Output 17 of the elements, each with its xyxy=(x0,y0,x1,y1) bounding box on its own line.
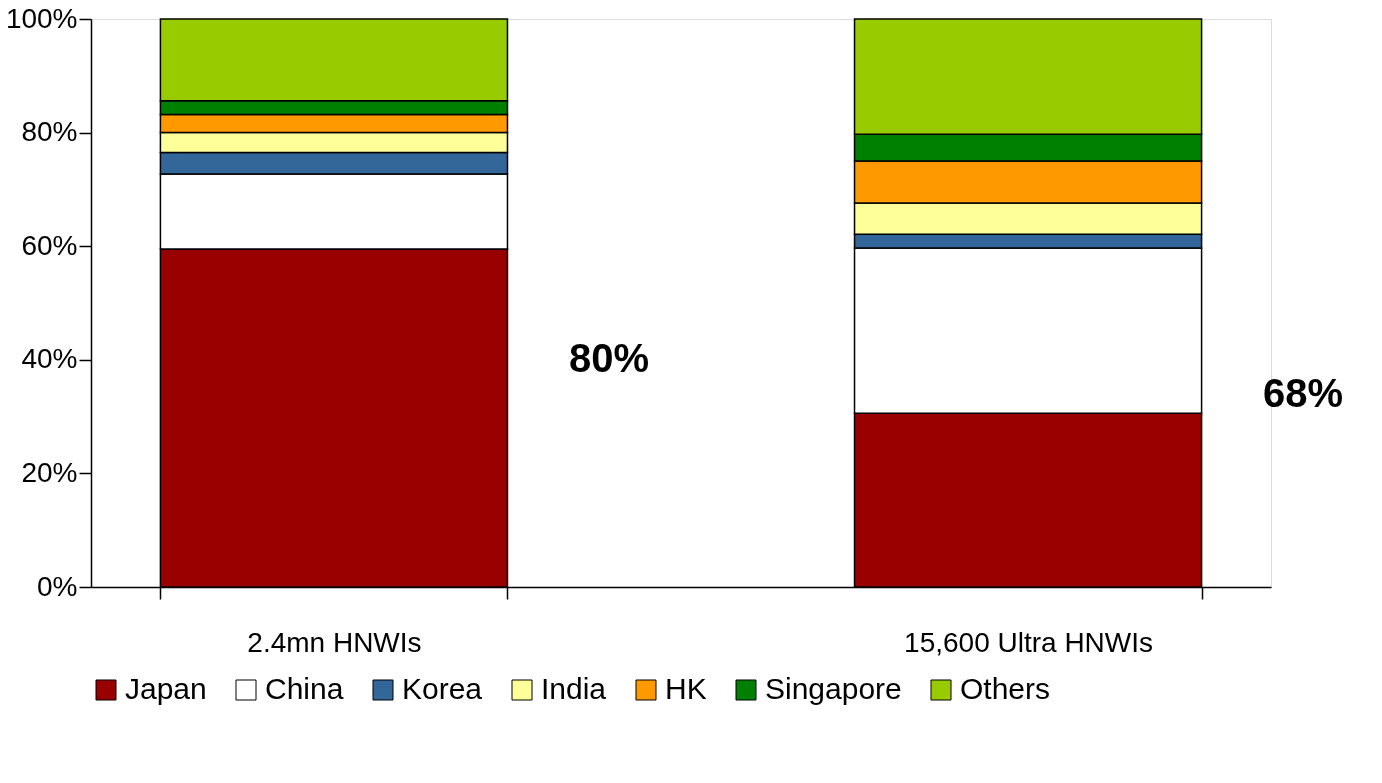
y-tick-label: 100% xyxy=(5,2,78,34)
legend-label: India xyxy=(541,672,607,705)
legend-label: Korea xyxy=(402,672,483,705)
annotation: 80% xyxy=(568,335,649,380)
y-tick-label: 0% xyxy=(37,570,78,602)
legend-label: HK xyxy=(665,672,707,705)
x-tick-label: 15,600 Ultra HNWIs xyxy=(904,626,1154,658)
legend-label: Others xyxy=(960,672,1051,705)
y-tick-label: 40% xyxy=(21,343,78,375)
x-tick-label: 2.4mn HNWIs xyxy=(247,626,422,658)
legend-label: Singapore xyxy=(765,672,902,705)
legend-label: Japan xyxy=(125,672,207,705)
y-tick-label: 80% xyxy=(21,116,78,148)
y-tick-label: 60% xyxy=(21,229,78,261)
legend-label: China xyxy=(265,672,344,705)
annotation: 68% xyxy=(1263,371,1344,416)
y-tick-label: 20% xyxy=(21,456,78,488)
